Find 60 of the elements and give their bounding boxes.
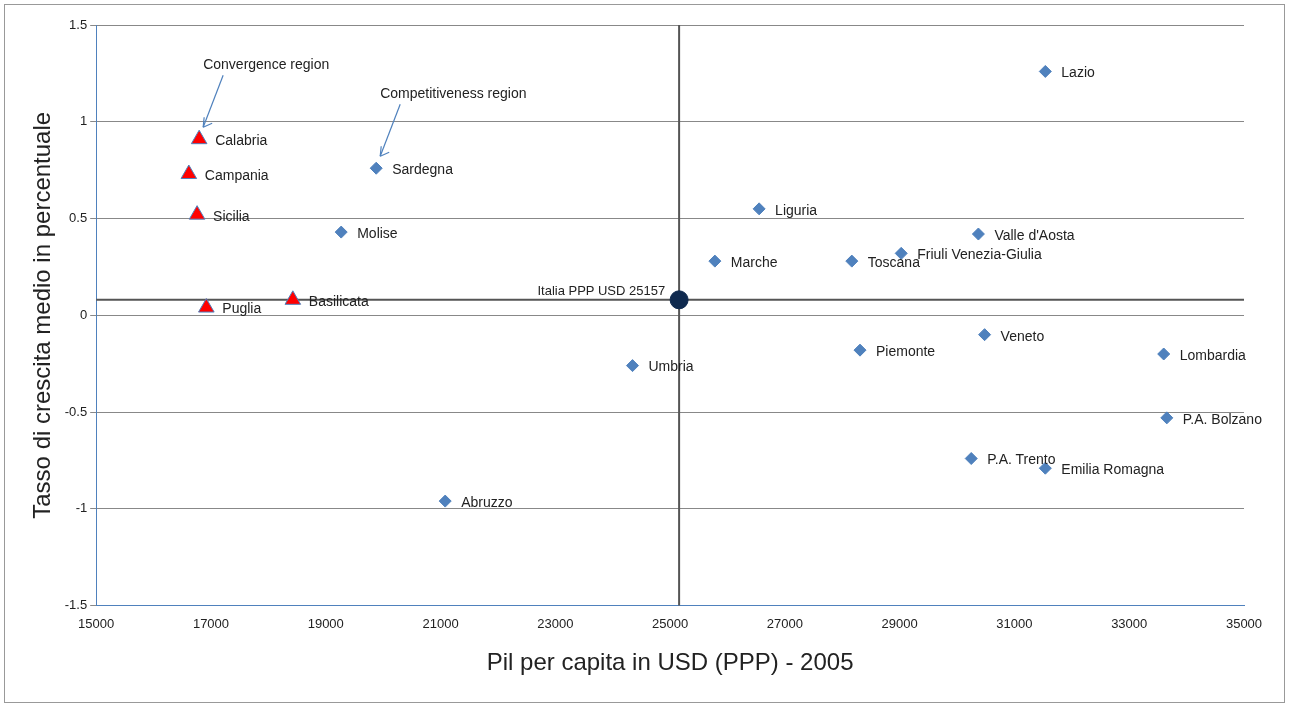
annotation: Campania — [204, 166, 269, 183]
annotation: P.A. Bolzano — [1182, 410, 1263, 427]
x-tick-label: 27000 — [766, 615, 803, 631]
point — [180, 164, 198, 180]
annotation: Valle d'Aosta — [994, 226, 1075, 243]
point — [752, 202, 766, 216]
point — [438, 494, 452, 508]
y-tick-label: -1 — [75, 500, 88, 516]
point — [669, 290, 689, 310]
point — [1157, 347, 1171, 361]
x-tick-label: 23000 — [537, 615, 574, 631]
point — [626, 359, 640, 373]
annotation: Liguria — [775, 201, 818, 218]
ref-line-label: Italia PPP USD 25157 — [537, 282, 666, 298]
annotation: Competitiveness region — [380, 85, 527, 102]
point — [845, 254, 859, 268]
x-tick-label: 15000 — [78, 615, 115, 631]
point — [1160, 411, 1174, 425]
y-tick-label: 0 — [79, 306, 88, 322]
annotation: Molise — [357, 224, 398, 241]
annotation: P.A. Trento — [987, 451, 1056, 468]
y-tick-label: 1.5 — [69, 16, 88, 32]
point — [1038, 64, 1052, 78]
y-tick-label: 0.5 — [69, 210, 88, 226]
x-tick-label: 31000 — [996, 615, 1033, 631]
point — [708, 254, 722, 268]
annotation: Abruzzo — [461, 493, 513, 510]
x-tick-label: 33000 — [1111, 615, 1148, 631]
point — [188, 205, 206, 220]
point — [190, 129, 208, 145]
annotation: Emilia Romagna — [1061, 461, 1165, 478]
point — [334, 225, 348, 239]
x-tick-label: 25000 — [652, 615, 689, 631]
annotation: Puglia — [222, 300, 262, 317]
annotation: Lazio — [1061, 64, 1095, 81]
annotation: Sicilia — [213, 207, 250, 224]
point — [978, 328, 992, 342]
x-axis-title: Pil per capita in USD (PPP) - 2005 — [486, 648, 854, 676]
y-tick-label: -1.5 — [64, 597, 88, 613]
point — [853, 343, 867, 357]
point — [971, 227, 985, 241]
point — [964, 452, 978, 466]
y-tick-label: -0.5 — [64, 403, 88, 419]
annotation: Veneto — [1000, 327, 1045, 344]
point — [284, 290, 302, 305]
x-tick-label: 17000 — [192, 615, 230, 631]
y-axis-title: Tasso di crescita medio in percentuale — [28, 111, 56, 519]
x-tick-label: 29000 — [881, 615, 918, 631]
y-tick-label: 1 — [79, 113, 88, 129]
x-tick-label: 19000 — [307, 615, 344, 631]
x-tick-label: 35000 — [1225, 615, 1263, 631]
point — [369, 161, 383, 175]
annotation: Marche — [730, 253, 778, 270]
annotation: Piemonte — [876, 343, 936, 359]
annotation: Convergence region — [203, 56, 330, 73]
x-tick-label: 21000 — [422, 615, 459, 631]
annotation: Sardegna — [392, 161, 454, 178]
annotation: Calabria — [215, 132, 268, 149]
annotation: Lombardia — [1179, 346, 1247, 363]
point — [198, 298, 215, 313]
